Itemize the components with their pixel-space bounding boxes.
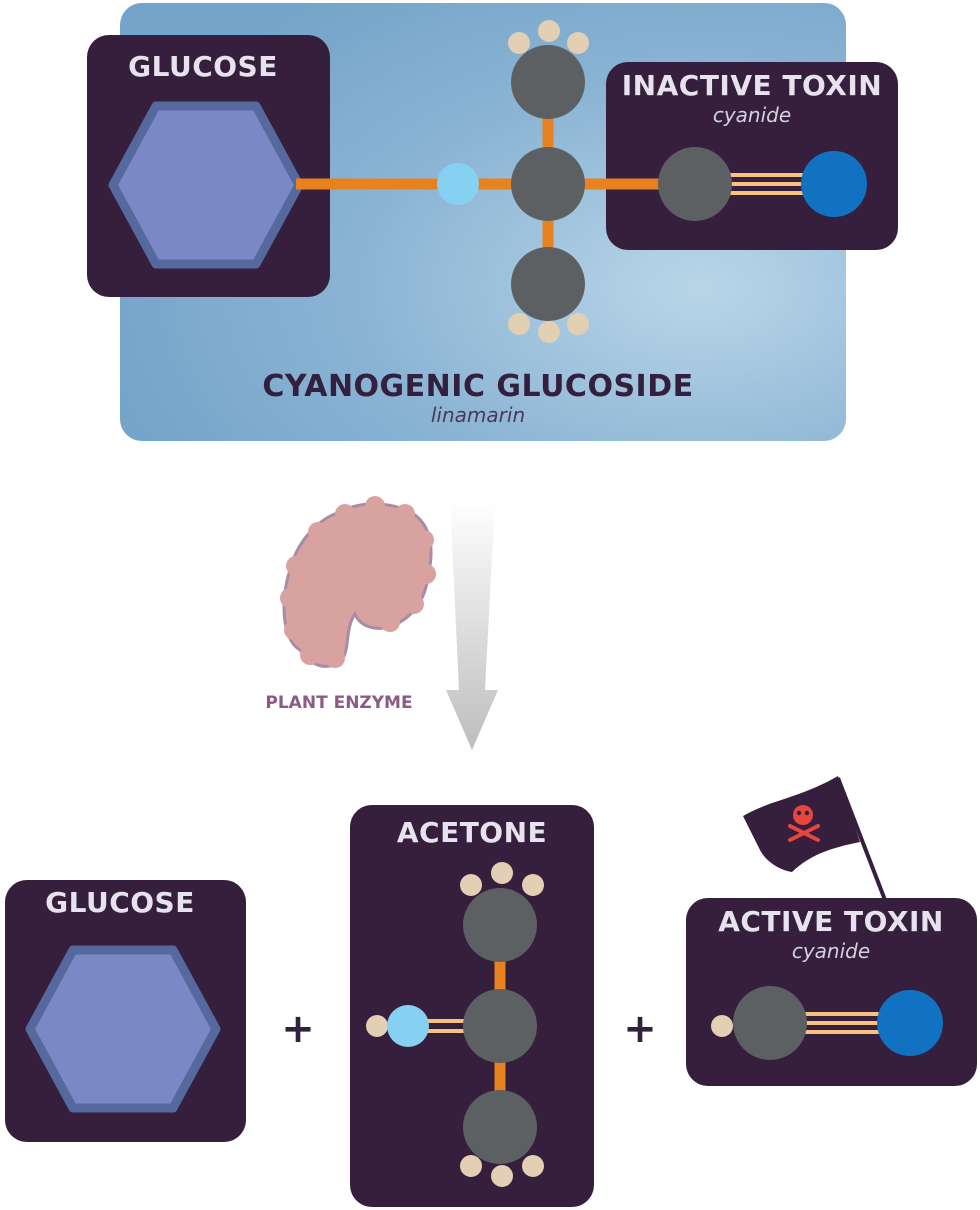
plant-enzyme-icon bbox=[282, 502, 433, 668]
oxygen-atom bbox=[437, 163, 479, 205]
reaction-arrow bbox=[446, 500, 498, 750]
hydrogen-atom bbox=[567, 32, 589, 54]
carbon-atom bbox=[511, 247, 585, 321]
carbon-atom bbox=[733, 986, 807, 1060]
active-toxin-example: cyanide bbox=[792, 939, 870, 963]
hydrogen-atom bbox=[491, 1165, 513, 1187]
cyanogenic-glucoside-molecule: GLUCOSE INACTIVE TOXIN cyanide CYANOGENI… bbox=[87, 3, 898, 441]
glucoside-title: CYANOGENIC GLUCOSIDE bbox=[262, 369, 693, 404]
active-toxin-label: ACTIVE TOXIN bbox=[718, 905, 944, 938]
hydrogen-atom bbox=[460, 874, 482, 896]
carbon-atom bbox=[463, 989, 537, 1063]
inactive-toxin-example: cyanide bbox=[713, 103, 791, 127]
nitrogen-atom bbox=[877, 990, 943, 1056]
carbon-atom bbox=[511, 147, 585, 221]
triple-bond bbox=[805, 1012, 882, 1034]
hydrogen-atom bbox=[491, 862, 513, 884]
triple-bond bbox=[725, 173, 808, 195]
glucoside-example: linamarin bbox=[431, 403, 525, 427]
carbon-atom bbox=[658, 147, 732, 221]
hydrogen-atom bbox=[538, 321, 560, 343]
oxygen-atom bbox=[387, 1005, 429, 1047]
hydrogen-atom bbox=[366, 1015, 388, 1037]
hydrogen-atom bbox=[460, 1155, 482, 1177]
plus-sign: + bbox=[623, 1006, 657, 1052]
nitrogen-atom bbox=[801, 151, 867, 217]
enzyme-step: PLANT ENZYME bbox=[265, 496, 498, 750]
hydrogen-atom bbox=[538, 20, 560, 42]
carbon-atom bbox=[463, 888, 537, 962]
carbon-atom bbox=[511, 45, 585, 119]
hydrogen-atom bbox=[567, 313, 589, 335]
acetone-label: ACETONE bbox=[397, 816, 547, 849]
hydrogen-atom bbox=[711, 1015, 733, 1037]
hydrogen-atom bbox=[522, 1155, 544, 1177]
hydrogen-atom bbox=[508, 32, 530, 54]
glucose-label: GLUCOSE bbox=[128, 50, 278, 83]
skull-crossbones-icon bbox=[743, 776, 887, 901]
carbon-atom bbox=[463, 1090, 537, 1164]
glucose-product-label: GLUCOSE bbox=[45, 886, 195, 919]
glucose-hexagon bbox=[108, 101, 304, 269]
glucose-product-hexagon bbox=[25, 945, 221, 1113]
plant-enzyme-label: PLANT ENZYME bbox=[265, 693, 412, 713]
hydrogen-atom bbox=[522, 874, 544, 896]
plus-sign: + bbox=[281, 1006, 315, 1052]
products: GLUCOSE + ACETONE + bbox=[5, 776, 977, 1207]
inactive-toxin-label: INACTIVE TOXIN bbox=[622, 69, 882, 102]
hydrogen-atom bbox=[508, 313, 530, 335]
enzyme-bumps bbox=[280, 496, 436, 668]
